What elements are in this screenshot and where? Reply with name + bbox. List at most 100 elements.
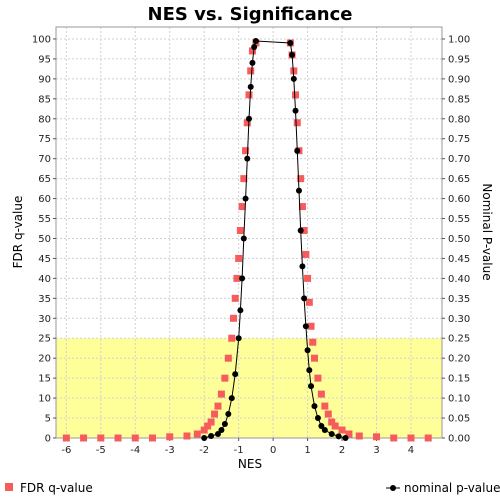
x-tick-label: -2 bbox=[199, 445, 209, 456]
fdr-point bbox=[339, 427, 346, 434]
nominal-point bbox=[244, 156, 250, 162]
fdr-point bbox=[230, 315, 237, 322]
nominal-point bbox=[251, 44, 257, 50]
fdr-point bbox=[356, 433, 363, 440]
fdr-point bbox=[225, 355, 232, 362]
fdr-point bbox=[63, 435, 70, 442]
fdr-point bbox=[311, 355, 318, 362]
y-right-tick-label: 0.75 bbox=[448, 134, 470, 145]
nominal-point bbox=[343, 435, 349, 441]
y-left-tick-label: 35 bbox=[38, 294, 51, 305]
fdr-point bbox=[228, 335, 235, 342]
fdr-point bbox=[211, 411, 218, 418]
nominal-point bbox=[291, 76, 297, 82]
y-right-tick-label: 0.15 bbox=[448, 374, 470, 385]
y-left-tick-label: 20 bbox=[38, 354, 51, 365]
x-tick-label: 2 bbox=[339, 445, 345, 456]
fdr-point bbox=[306, 299, 313, 306]
y-right-tick-label: 0.65 bbox=[448, 174, 470, 185]
y-left-tick-label: 85 bbox=[38, 94, 51, 105]
nominal-point bbox=[329, 431, 335, 437]
y-left-tick-label: 30 bbox=[38, 314, 51, 325]
nominal-point bbox=[239, 275, 245, 281]
nominal-point bbox=[289, 52, 295, 58]
y-left-tick-label: 90 bbox=[38, 74, 51, 85]
fdr-point bbox=[218, 391, 225, 398]
y-left-tick-label: 75 bbox=[38, 134, 51, 145]
nominal-point bbox=[253, 38, 259, 44]
fdr-point bbox=[115, 435, 122, 442]
nominal-point bbox=[243, 196, 249, 202]
fdr-point bbox=[235, 255, 242, 262]
nominal-point bbox=[296, 188, 302, 194]
x-tick-label: 1 bbox=[304, 445, 310, 456]
y-right-tick-label: 0.85 bbox=[448, 94, 470, 105]
nominal-point bbox=[294, 148, 300, 154]
y-axis-left-label: FDR q-value bbox=[11, 196, 25, 269]
y-left-tick-label: 10 bbox=[38, 394, 51, 405]
y-right-tick-label: 0.60 bbox=[448, 194, 470, 205]
y-right-tick-label: 0.00 bbox=[448, 434, 470, 445]
fdr-point bbox=[221, 375, 228, 382]
y-right-tick-label: 0.35 bbox=[448, 294, 470, 305]
y-left-tick-label: 60 bbox=[38, 194, 51, 205]
x-tick-label: -5 bbox=[96, 445, 106, 456]
y-left-tick-label: 0 bbox=[45, 434, 51, 445]
nominal-point bbox=[298, 228, 304, 234]
y-right-tick-label: 0.20 bbox=[448, 354, 470, 365]
fdr-point bbox=[309, 339, 316, 346]
y-axis-right: 0.00 0.05 0.10 0.15 0.20 0.25 0.30 0.35 0.40 0.45… bbox=[442, 34, 470, 444]
y-right-tick-label: 0.50 bbox=[448, 234, 470, 245]
fdr-point bbox=[132, 435, 139, 442]
y-left-tick-label: 50 bbox=[38, 234, 51, 245]
y-right-tick-label: 0.45 bbox=[448, 254, 470, 265]
nominal-point bbox=[201, 435, 207, 441]
x-tick-label: -6 bbox=[61, 445, 71, 456]
x-tick-label: 4 bbox=[408, 445, 414, 456]
nominal-point bbox=[222, 421, 228, 427]
y-left-tick-label: 40 bbox=[38, 274, 51, 285]
chart-title: NES vs. Significance bbox=[148, 4, 353, 25]
fdr-point bbox=[183, 433, 190, 440]
fdr-point bbox=[214, 403, 221, 410]
x-tick-label: -3 bbox=[165, 445, 175, 456]
y-left-tick-label: 95 bbox=[38, 54, 51, 65]
nominal-point bbox=[237, 307, 243, 313]
y-left-tick-label: 70 bbox=[38, 154, 51, 165]
fdr-point bbox=[390, 435, 397, 442]
fdr-point bbox=[208, 419, 215, 426]
nominal-point bbox=[322, 427, 328, 433]
y-axis-right-label: Nominal P-value bbox=[480, 183, 494, 280]
y-right-tick-label: 0.30 bbox=[448, 314, 470, 325]
legend-fdr-label: FDR q-value bbox=[20, 481, 93, 495]
y-right-tick-label: 0.80 bbox=[448, 114, 470, 125]
y-right-tick-label: 0.40 bbox=[448, 274, 470, 285]
fdr-point bbox=[194, 431, 201, 438]
fdr-point bbox=[314, 375, 321, 382]
nominal-point bbox=[232, 371, 238, 377]
nominal-point bbox=[249, 60, 255, 66]
y-right-tick-label: 0.55 bbox=[448, 214, 470, 225]
legend-nominal-label: nominal p-value bbox=[404, 481, 500, 495]
y-right-tick-label: 0.90 bbox=[448, 74, 470, 85]
fdr-point bbox=[302, 251, 309, 258]
y-right-tick-label: 1.00 bbox=[448, 34, 470, 45]
nominal-point bbox=[218, 427, 224, 433]
fdr-point bbox=[247, 67, 254, 74]
x-tick-label: -4 bbox=[130, 445, 140, 456]
nominal-point bbox=[303, 323, 309, 329]
x-tick-label: -1 bbox=[234, 445, 244, 456]
legend-nominal-marker bbox=[390, 485, 396, 491]
y-left-tick-label: 100 bbox=[32, 34, 51, 45]
y-right-tick-label: 0.95 bbox=[448, 54, 470, 65]
y-right-tick-label: 0.10 bbox=[448, 394, 470, 405]
fdr-point bbox=[373, 433, 380, 440]
fdr-point bbox=[166, 433, 173, 440]
nominal-point bbox=[305, 347, 311, 353]
nominal-point bbox=[299, 263, 305, 269]
y-left-tick-label: 80 bbox=[38, 114, 51, 125]
fdr-point bbox=[304, 275, 311, 282]
fdr-point bbox=[294, 119, 301, 126]
fdr-point bbox=[425, 435, 432, 442]
